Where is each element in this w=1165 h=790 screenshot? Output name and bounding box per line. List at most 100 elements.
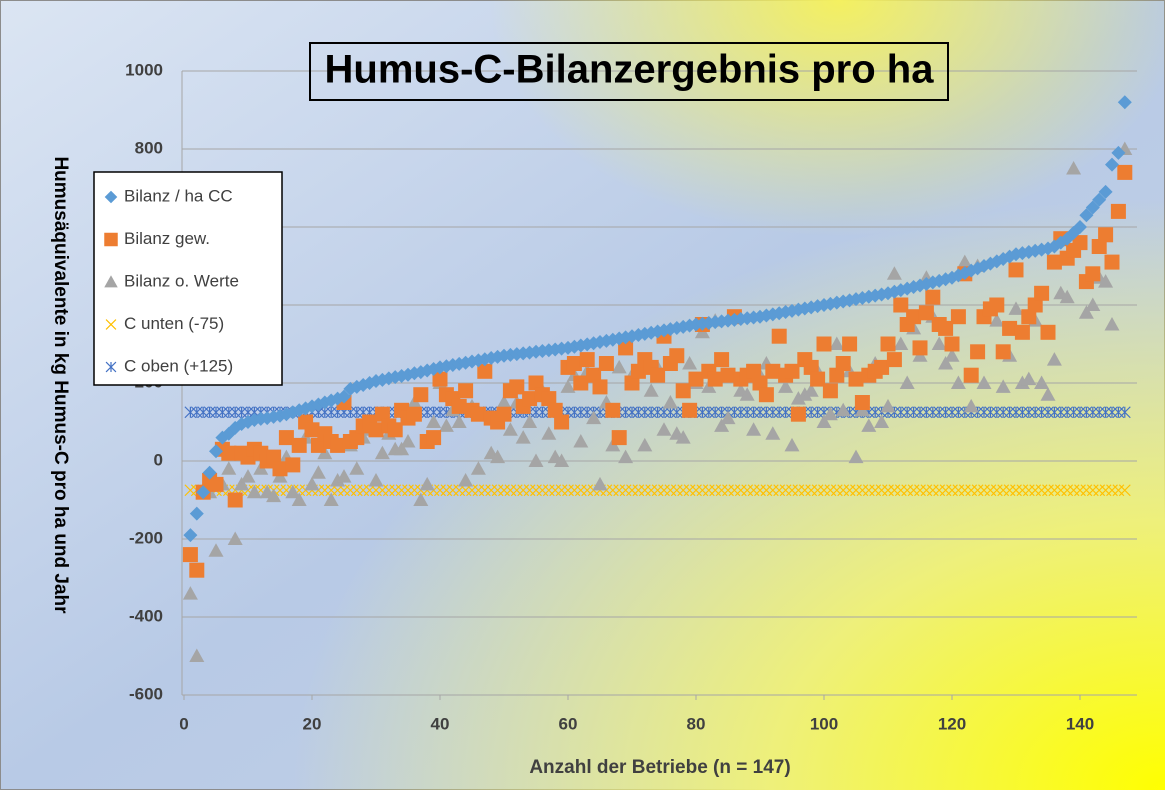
data-point xyxy=(413,492,429,506)
data-point xyxy=(880,398,896,413)
data-point xyxy=(824,484,837,497)
data-point xyxy=(1112,406,1125,419)
data-point xyxy=(830,484,843,497)
data-point xyxy=(702,484,715,497)
data-point xyxy=(958,484,971,497)
data-point xyxy=(688,371,704,387)
data-point xyxy=(1034,375,1050,389)
data-point xyxy=(976,375,992,389)
data-point xyxy=(734,484,747,497)
data-point xyxy=(682,402,698,418)
data-point xyxy=(918,305,934,321)
data-point xyxy=(197,406,210,419)
data-point xyxy=(848,371,864,387)
data-point xyxy=(1074,406,1086,419)
data-point xyxy=(709,484,722,497)
data-point xyxy=(790,406,806,422)
data-point xyxy=(894,406,907,419)
data-point xyxy=(963,398,979,413)
data-point xyxy=(995,379,1011,393)
data-point xyxy=(907,406,920,419)
data-point xyxy=(434,484,446,497)
data-point xyxy=(1086,406,1099,419)
data-point xyxy=(632,484,645,497)
data-point xyxy=(989,313,1005,327)
data-point xyxy=(637,437,653,452)
data-point xyxy=(619,484,632,497)
data-point xyxy=(790,391,806,405)
data-point xyxy=(285,484,301,499)
data-point xyxy=(434,406,446,419)
data-point xyxy=(382,484,395,497)
data-point xyxy=(707,371,723,387)
data-point xyxy=(1106,484,1118,497)
data-point xyxy=(662,395,678,409)
data-point xyxy=(901,484,914,497)
data-point xyxy=(850,484,862,497)
data-point xyxy=(1117,164,1133,180)
legend-marker xyxy=(105,319,117,330)
data-point xyxy=(664,406,677,419)
data-point xyxy=(675,383,691,399)
data-point xyxy=(586,367,602,383)
data-point xyxy=(720,410,736,425)
data-point xyxy=(957,254,973,269)
data-point xyxy=(581,484,594,497)
legend-label: Bilanz / ha CC xyxy=(124,186,233,205)
data-point xyxy=(472,484,485,497)
data-point xyxy=(920,406,933,419)
data-point xyxy=(1003,406,1016,419)
data-point xyxy=(376,484,389,497)
data-point xyxy=(784,363,800,379)
data-point xyxy=(893,297,909,313)
y-tick-label: 800 xyxy=(135,138,163,157)
data-point xyxy=(971,484,984,497)
data-point xyxy=(938,356,954,370)
data-point xyxy=(491,484,504,497)
data-point xyxy=(1104,254,1120,270)
data-point xyxy=(235,406,248,419)
data-point xyxy=(869,406,882,419)
data-point xyxy=(933,484,946,497)
data-point xyxy=(421,406,434,419)
data-point xyxy=(562,484,574,497)
data-point xyxy=(1085,266,1101,282)
data-point xyxy=(925,289,941,305)
data-point xyxy=(696,484,709,497)
data-point xyxy=(240,469,256,483)
data-point xyxy=(542,484,555,497)
data-point xyxy=(1035,484,1048,497)
data-point xyxy=(829,367,845,383)
data-point xyxy=(978,406,990,419)
data-point xyxy=(438,418,454,432)
data-point xyxy=(765,426,781,440)
data-point xyxy=(978,484,990,497)
data-point xyxy=(272,461,288,477)
x-tick-label: 0 xyxy=(179,714,188,733)
data-point xyxy=(549,484,562,497)
data-point xyxy=(619,406,632,419)
data-point xyxy=(325,484,338,497)
data-point xyxy=(496,406,512,422)
data-point xyxy=(229,406,242,419)
data-point xyxy=(478,484,491,497)
data-point xyxy=(510,484,523,497)
data-point xyxy=(189,648,205,662)
data-point xyxy=(503,347,518,362)
data-point xyxy=(528,375,544,391)
data-point xyxy=(746,422,762,436)
data-point xyxy=(754,406,766,419)
data-point xyxy=(990,406,1003,419)
data-point xyxy=(651,484,664,497)
data-point xyxy=(368,422,384,438)
data-point xyxy=(875,484,888,497)
data-point xyxy=(285,457,301,473)
data-point xyxy=(1029,406,1042,419)
data-point xyxy=(515,430,531,444)
data-point xyxy=(523,484,536,497)
data-point xyxy=(837,484,850,497)
data-point xyxy=(709,406,722,419)
data-point xyxy=(1091,239,1107,254)
data-point xyxy=(773,484,786,497)
data-point xyxy=(893,336,909,350)
